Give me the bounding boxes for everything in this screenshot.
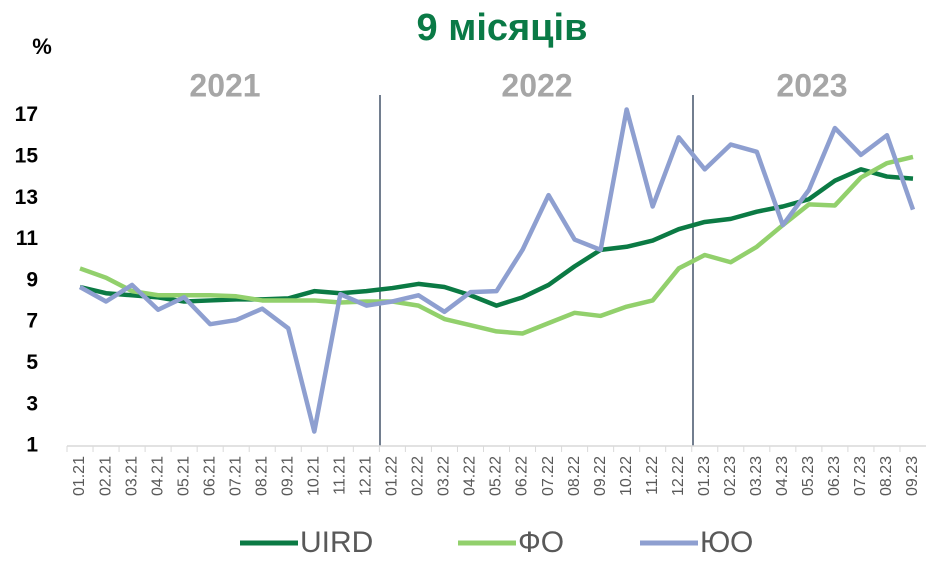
x-tick-label: 11.21 bbox=[332, 456, 349, 495]
x-tick-label: 03.23 bbox=[748, 456, 765, 496]
x-tick-label: 03.21 bbox=[123, 456, 140, 496]
legend-label: ЮО bbox=[700, 526, 753, 559]
x-tick-label: 12.22 bbox=[670, 456, 687, 496]
x-tick-label: 05.22 bbox=[488, 456, 505, 496]
legend-label: ФО bbox=[518, 526, 564, 559]
x-tick-label: 01.23 bbox=[696, 456, 713, 496]
x-tick-label: 07.23 bbox=[852, 456, 869, 496]
x-tick-label: 06.22 bbox=[514, 456, 531, 496]
year-label: 2023 bbox=[776, 67, 847, 103]
year-label: 2022 bbox=[501, 67, 572, 103]
x-tick-label: 06.23 bbox=[826, 456, 843, 496]
x-tick-label: 08.22 bbox=[566, 456, 583, 496]
y-tick-label: 1 bbox=[26, 434, 38, 457]
x-tick-label: 09.22 bbox=[592, 456, 609, 496]
y-tick-label: 7 bbox=[26, 310, 38, 333]
x-tick-label: 02.22 bbox=[410, 456, 427, 496]
y-tick-label: 15 bbox=[15, 144, 39, 167]
y-tick-label: 9 bbox=[26, 268, 38, 291]
chart-title: 9 місяців bbox=[417, 7, 588, 49]
x-tick-label: 08.21 bbox=[253, 456, 270, 496]
y-tick-label: 11 bbox=[16, 227, 39, 250]
x-tick-label: 04.23 bbox=[774, 456, 791, 496]
x-tick-label: 10.21 bbox=[306, 456, 323, 496]
y-tick-label: 5 bbox=[26, 351, 38, 374]
x-tick-label: 09.23 bbox=[904, 456, 921, 496]
series-line bbox=[79, 167, 914, 308]
x-tick-label: 01.21 bbox=[71, 456, 88, 496]
series-line bbox=[79, 154, 914, 336]
x-tick-label: 01.22 bbox=[384, 456, 401, 496]
year-label: 2021 bbox=[189, 67, 260, 103]
x-tick-label: 05.23 bbox=[800, 456, 817, 496]
x-tick-label: 08.23 bbox=[878, 456, 895, 496]
y-tick-label: 17 bbox=[15, 103, 38, 126]
x-tick-label: 02.21 bbox=[97, 456, 114, 496]
x-tick-label: 10.22 bbox=[618, 456, 635, 496]
x-tick-label: 05.21 bbox=[175, 456, 192, 496]
legend-label: UIRD bbox=[300, 526, 373, 559]
y-tick-label: 13 bbox=[15, 186, 38, 209]
y-tick-label: 3 bbox=[26, 392, 38, 415]
x-tick-label: 12.21 bbox=[358, 456, 375, 496]
x-tick-label: 07.22 bbox=[540, 456, 557, 496]
x-tick-label: 09.21 bbox=[279, 456, 296, 496]
y-axis-label: % bbox=[32, 34, 52, 59]
x-tick-label: 04.22 bbox=[462, 456, 479, 496]
x-tick-label: 03.22 bbox=[436, 456, 453, 496]
series-line bbox=[78, 107, 916, 434]
x-tick-label: 02.23 bbox=[722, 456, 739, 496]
x-tick-label: 11.22 bbox=[644, 456, 661, 495]
x-tick-label: 07.21 bbox=[227, 456, 244, 496]
x-tick-label: 04.21 bbox=[149, 456, 166, 496]
x-tick-label: 06.21 bbox=[201, 456, 218, 496]
